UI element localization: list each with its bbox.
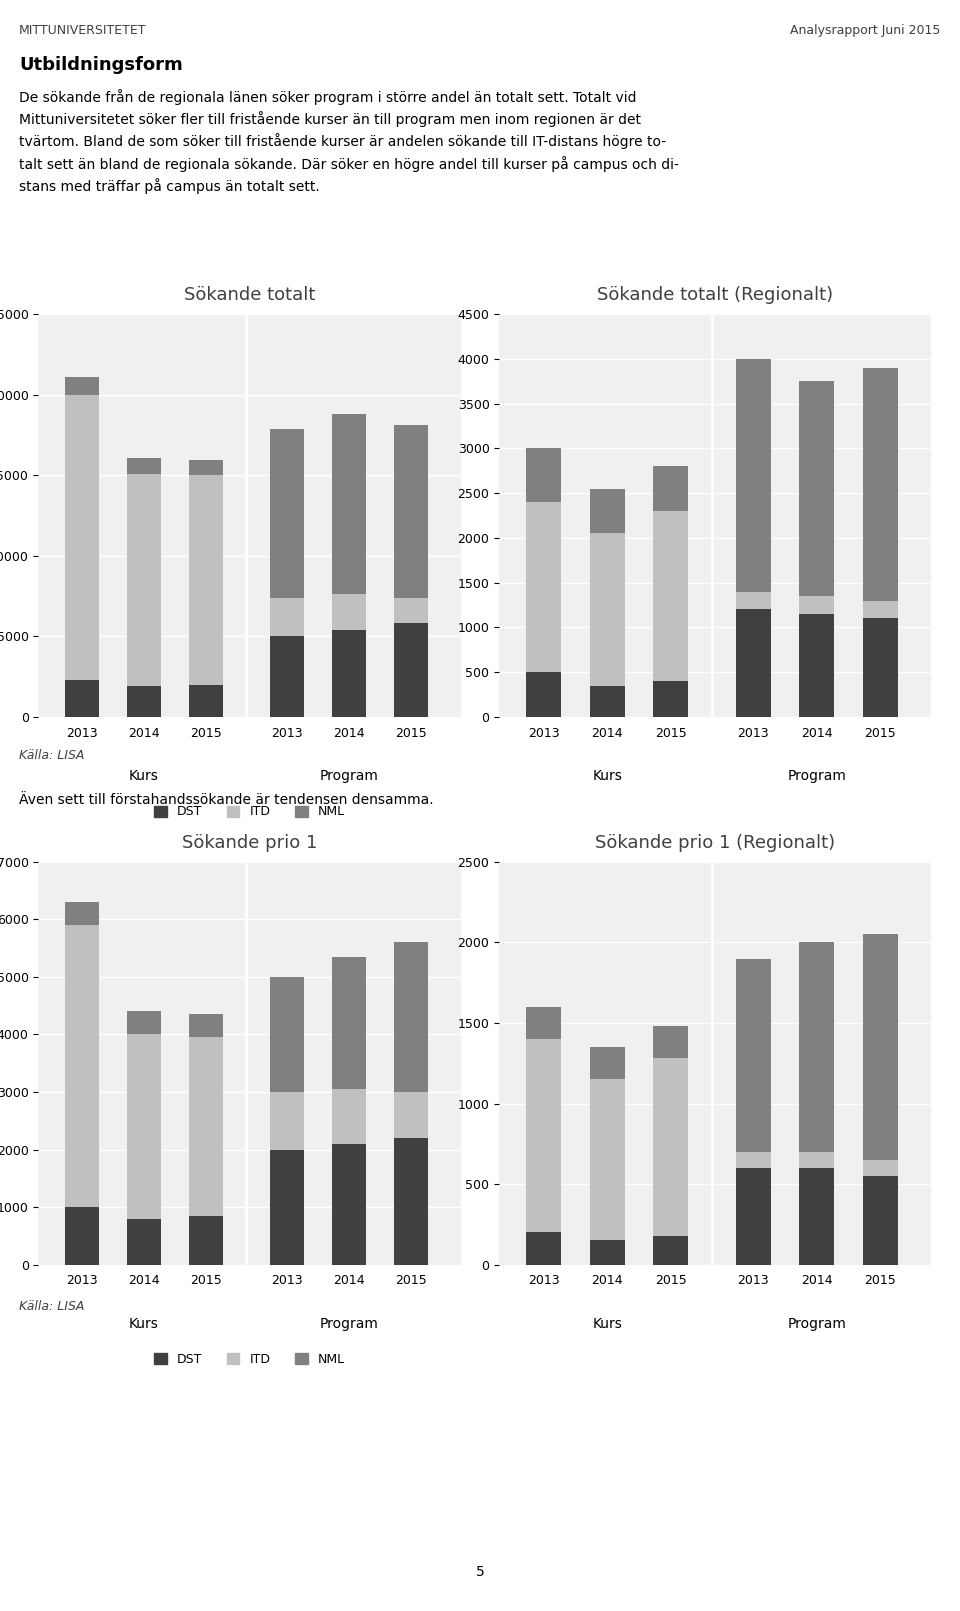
Bar xyxy=(189,475,223,685)
Bar xyxy=(800,382,834,596)
Bar xyxy=(800,596,834,614)
Text: Program: Program xyxy=(787,768,847,783)
Bar xyxy=(64,902,99,925)
Bar xyxy=(736,359,771,591)
Text: Kurs: Kurs xyxy=(129,1318,159,1331)
Legend: DST, ITD, NML: DST, ITD, NML xyxy=(149,1348,350,1371)
Bar xyxy=(332,630,366,717)
Bar xyxy=(270,976,304,1092)
Bar xyxy=(64,680,99,717)
Bar xyxy=(589,1079,625,1240)
Text: Kurs: Kurs xyxy=(592,768,622,783)
Text: 5: 5 xyxy=(475,1564,485,1579)
Bar xyxy=(394,1092,428,1137)
Bar xyxy=(526,503,562,672)
Bar xyxy=(800,1152,834,1168)
Bar xyxy=(270,1150,304,1265)
Bar xyxy=(589,1047,625,1079)
Bar xyxy=(189,461,223,475)
Title: Sökande totalt: Sökande totalt xyxy=(184,287,315,304)
Bar xyxy=(589,1240,625,1265)
Text: Program: Program xyxy=(787,1318,847,1331)
Bar xyxy=(127,1012,161,1034)
Bar xyxy=(189,1037,223,1216)
Bar xyxy=(526,672,562,717)
Bar xyxy=(127,1218,161,1265)
Bar xyxy=(800,1168,834,1265)
Text: De sökande från de regionala länen söker program i större andel än totalt sett. : De sökande från de regionala länen söker… xyxy=(19,89,679,195)
Bar xyxy=(736,959,771,1152)
Bar xyxy=(736,609,771,717)
Bar xyxy=(736,1152,771,1168)
Bar xyxy=(270,1092,304,1150)
Text: Källa: LISA: Källa: LISA xyxy=(19,749,84,762)
Bar xyxy=(332,1089,366,1144)
Bar xyxy=(653,466,688,511)
Bar xyxy=(653,681,688,717)
Bar xyxy=(189,1015,223,1037)
Bar xyxy=(653,1058,688,1236)
Bar xyxy=(863,1160,898,1176)
Bar xyxy=(270,636,304,717)
Bar xyxy=(332,957,366,1089)
Text: Även sett till förstahandssökande är tendensen densamma.: Även sett till förstahandssökande är ten… xyxy=(19,793,434,807)
Bar xyxy=(394,1137,428,1265)
Bar xyxy=(653,1236,688,1265)
Bar xyxy=(863,619,898,717)
Bar xyxy=(394,425,428,598)
Bar xyxy=(589,533,625,686)
Bar xyxy=(270,598,304,636)
Bar xyxy=(736,1168,771,1265)
Bar xyxy=(332,414,366,594)
Bar xyxy=(332,594,366,630)
Bar xyxy=(64,925,99,1207)
Bar xyxy=(589,686,625,717)
Title: Sökande totalt (Regionalt): Sökande totalt (Regionalt) xyxy=(597,287,833,304)
Text: Kurs: Kurs xyxy=(129,768,159,783)
Text: Program: Program xyxy=(320,768,378,783)
Bar xyxy=(64,395,99,680)
Text: Utbildningsform: Utbildningsform xyxy=(19,56,183,74)
Bar xyxy=(863,601,898,619)
Bar xyxy=(394,598,428,623)
Text: MITTUNIVERSITETET: MITTUNIVERSITETET xyxy=(19,24,147,37)
Title: Sökande prio 1 (Regionalt): Sökande prio 1 (Regionalt) xyxy=(595,834,835,852)
Bar xyxy=(127,686,161,717)
Bar xyxy=(800,942,834,1152)
Bar xyxy=(127,474,161,686)
Bar xyxy=(189,685,223,717)
Bar xyxy=(127,1034,161,1218)
Text: Källa: LISA: Källa: LISA xyxy=(19,1300,84,1313)
Text: Analysrapport Juni 2015: Analysrapport Juni 2015 xyxy=(790,24,941,37)
Bar xyxy=(394,623,428,717)
Bar xyxy=(526,448,562,503)
Bar xyxy=(863,367,898,601)
Bar xyxy=(189,1216,223,1265)
Bar xyxy=(332,1144,366,1265)
Text: Program: Program xyxy=(320,1318,378,1331)
Bar xyxy=(653,1026,688,1058)
Bar xyxy=(526,1232,562,1265)
Bar xyxy=(800,614,834,717)
Text: Kurs: Kurs xyxy=(592,1318,622,1331)
Bar xyxy=(270,429,304,598)
Title: Sökande prio 1: Sökande prio 1 xyxy=(181,834,318,852)
Bar xyxy=(64,377,99,395)
Bar xyxy=(863,1176,898,1265)
Bar xyxy=(863,934,898,1160)
Bar xyxy=(589,488,625,533)
Legend: DST, ITD, NML: DST, ITD, NML xyxy=(149,801,350,823)
Bar xyxy=(526,1039,562,1232)
Bar xyxy=(526,1007,562,1039)
Bar xyxy=(736,591,771,609)
Bar xyxy=(64,1207,99,1265)
Bar xyxy=(394,942,428,1092)
Bar xyxy=(127,458,161,474)
Bar xyxy=(653,511,688,681)
